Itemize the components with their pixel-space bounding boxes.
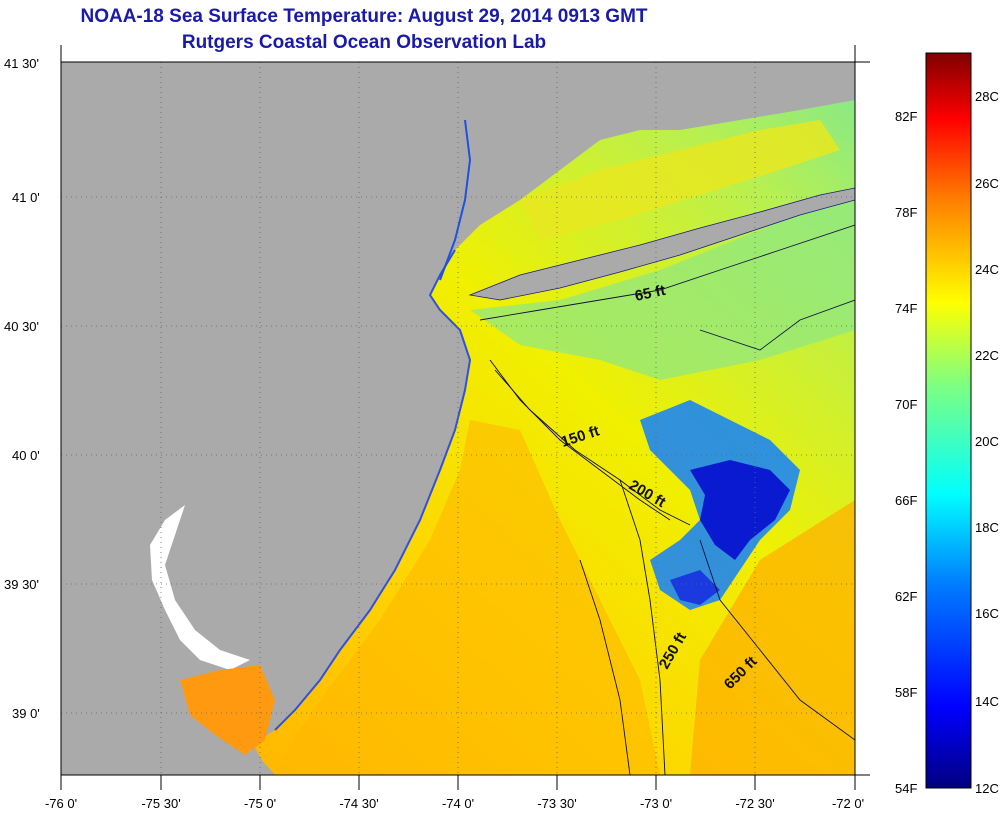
colorbar-c-16: 16C [975,606,999,621]
colorbar-c-12: 12C [975,781,999,796]
colorbar-c-24: 24C [975,262,999,277]
map-title: NOAA-18 Sea Surface Temperature: August … [80,6,648,27]
lon-tick-73-0: -73 0' [640,796,672,811]
long-island-sound [520,120,840,240]
hudson-river [439,119,472,281]
lat-tick-39-0: 39 0' [12,706,40,721]
colorbar-f-62: 62F [895,589,917,604]
colorbar-f-74: 74F [895,301,917,316]
lat-tick-40-0: 40 0' [12,448,40,463]
colorbar-f-82: 82F [895,109,917,124]
tick-marks [60,45,870,790]
colorbar-c-26: 26C [975,176,999,191]
cold-upwelling-core [690,460,790,560]
colorbar-c-22: 22C [975,348,999,363]
lon-tick-75-30: -75 30' [141,796,180,811]
lat-tick-39-30: 39 30' [4,577,39,592]
colorbar-c-14: 14C [975,694,999,709]
colorbar-f-70: 70F [895,397,917,412]
lon-tick-72-0: -72 0' [832,796,864,811]
cold-patch-south [670,570,720,605]
land-mass [61,62,855,775]
delaware-shelf-warm [180,665,275,755]
lon-tick-76-0: -76 0' [45,796,77,811]
colorbar-f-78: 78F [895,205,917,220]
map-subtitle: Rutgers Coastal Ocean Observation Lab [181,32,547,53]
warm-offshore-water [690,500,855,775]
colorbar [925,52,972,789]
colorbar-c-28: 28C [975,89,999,104]
colorbar-f-54: 54F [895,781,917,796]
lat-tick-41-30: 41 30' [4,56,39,71]
lat-tick-41-0: 41 0' [12,190,40,205]
lon-tick-74-0: -74 0' [442,796,474,811]
colorbar-f-58: 58F [895,685,917,700]
bathymetry-contours [479,224,855,775]
cool-bight-water [470,190,855,380]
colorbar-f-66: 66F [895,493,917,508]
colorbar-c-20: 20C [975,434,999,449]
colorbar-c-18: 18C [975,520,999,535]
long-island [468,187,855,301]
lat-tick-40-30: 40 30' [4,319,39,334]
depth-label-65ft: 65 ft [633,282,667,305]
lon-tick-75-0: -75 0' [244,796,276,811]
warm-shelf-water [270,420,660,775]
lon-tick-74-30: -74 30' [339,796,378,811]
nj-coastline [274,249,472,731]
lon-tick-73-30: -73 30' [537,796,576,811]
delaware-bay [150,505,250,670]
lon-tick-72-30: -72 30' [735,796,774,811]
